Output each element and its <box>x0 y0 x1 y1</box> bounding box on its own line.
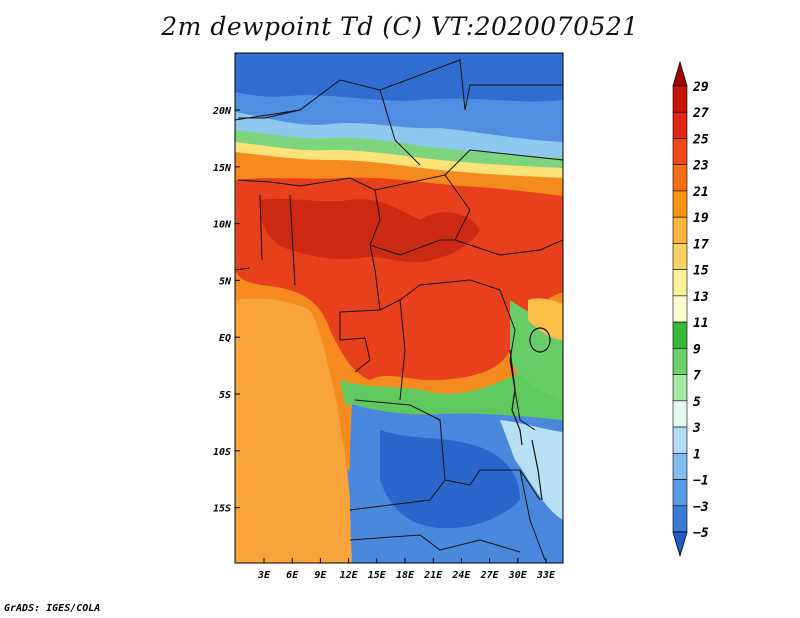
colorbar-segment <box>672 243 688 270</box>
colorbar-segment <box>672 164 688 192</box>
colorbar-segment <box>672 216 688 244</box>
lon-tick-label: 21E <box>423 570 443 581</box>
colorbar-label: 19 <box>693 211 709 226</box>
colorbar-segment <box>672 505 688 533</box>
lon-tick-label: 15E <box>368 570 387 581</box>
colorbar-label: −1 <box>693 474 709 489</box>
country-borders <box>235 59 563 561</box>
colorbar: 29 27 25 23 21 19 17 15 13 11 9 7 5 3 1 −1 −3 −5 <box>672 60 709 558</box>
colorbar-label: 25 <box>692 132 709 147</box>
colorbar-segment <box>672 348 688 375</box>
lat-tick-label: 10N <box>213 220 232 231</box>
lat-tick-label: EQ <box>219 333 231 344</box>
lat-tick-label: 10S <box>213 447 231 458</box>
colorbar-segment <box>672 190 688 218</box>
field-sahel-light-blue <box>235 112 563 161</box>
colorbar-label: 17 <box>693 237 709 252</box>
colorbar-label: 1 <box>693 447 701 462</box>
field-south-deep-blue <box>380 430 520 529</box>
colorbar-segment <box>672 295 688 323</box>
colorbar-segment <box>672 426 688 454</box>
colorbar-label: 21 <box>692 185 709 200</box>
field-sahel-yellow <box>235 142 563 182</box>
field-atlantic-orange <box>235 298 352 563</box>
colorbar-label: 7 <box>693 369 701 384</box>
colorbar-label: 23 <box>692 159 709 174</box>
colorbar-bottom-triangle <box>672 531 688 558</box>
colorbar-segment <box>672 479 688 507</box>
latitude-axis: 20N 15N 10N 5N EQ 5S 10S 15S <box>212 106 240 515</box>
lon-tick-label: 12E <box>340 570 359 581</box>
colorbar-label: −3 <box>693 500 709 515</box>
colorbar-segment <box>672 374 688 402</box>
colorbar-segment <box>672 138 688 166</box>
colorbar-label: 5 <box>693 395 701 410</box>
colorbar-label: 11 <box>693 316 709 331</box>
colorbar-label: 13 <box>693 290 709 305</box>
colorbar-segment <box>672 400 688 428</box>
colorbar-label: 29 <box>692 80 709 95</box>
lakes <box>509 327 551 501</box>
map-frame <box>234 52 564 564</box>
lat-tick-label: 5N <box>219 276 232 287</box>
field-east-yellow <box>528 298 563 340</box>
credit-text: GrADS: IGES/COLA <box>4 603 101 614</box>
lat-tick-label: 5S <box>219 390 231 401</box>
field-north-deep-blue <box>235 53 563 102</box>
colorbar-segment <box>672 111 688 139</box>
lon-tick-label: 30E <box>508 570 528 581</box>
lon-tick-label: 18E <box>396 570 415 581</box>
field-sahel-green <box>235 130 563 172</box>
lon-tick-label: 27E <box>480 570 500 581</box>
lat-tick-label: 20N <box>212 106 232 117</box>
lon-tick-label: 24E <box>451 570 471 581</box>
colorbar-label: 27 <box>692 106 709 121</box>
map-field <box>235 53 563 563</box>
colorbar-top-triangle <box>672 60 688 87</box>
longitude-axis: 3E 6E 9E 12E 15E 18E 21E 24E 27E 30E 33E <box>257 558 556 581</box>
field-congo-green <box>340 362 563 420</box>
colorbar-segment <box>672 269 688 297</box>
field-darkest-red <box>259 198 480 263</box>
field-east-light-blue <box>500 420 563 520</box>
colorbar-segment <box>672 85 688 113</box>
lat-tick-label: 15S <box>213 504 231 515</box>
colorbar-segment <box>672 321 688 349</box>
colorbar-label: 9 <box>693 342 701 357</box>
lon-tick-label: 33E <box>536 570 556 581</box>
colorbar-label: 3 <box>692 421 701 436</box>
colorbar-label: 15 <box>693 264 709 279</box>
colorbar-segment <box>672 452 688 480</box>
lon-tick-label: 9E <box>314 570 327 581</box>
lat-tick-label: 15N <box>213 163 232 174</box>
chart-title: 2m dewpoint Td (C) VT:2020070521 <box>161 12 639 41</box>
lon-tick-label: 6E <box>286 570 299 581</box>
lon-tick-label: 3E <box>257 570 271 581</box>
colorbar-label: −5 <box>693 526 709 541</box>
